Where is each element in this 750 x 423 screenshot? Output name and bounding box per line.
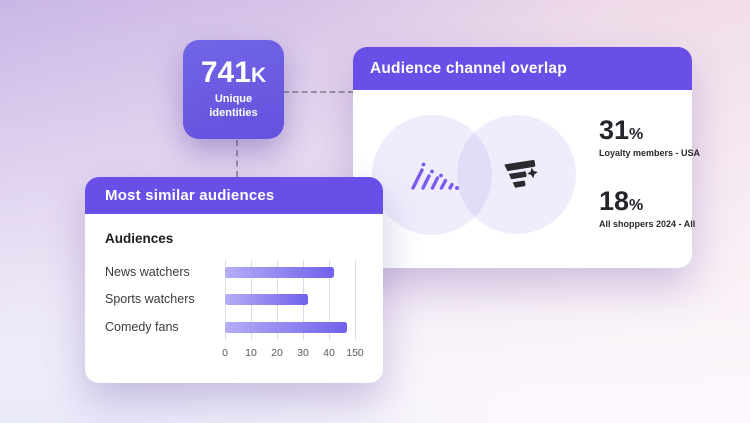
similar-audiences-body: Audiences News watchers Sports watchers … bbox=[85, 214, 383, 383]
stat-loyalty-members: 31% Loyalty members - USA bbox=[599, 117, 701, 159]
dashed-triangle-brand-logo-icon bbox=[411, 162, 459, 190]
unique-identities-label: Unique identities bbox=[209, 93, 258, 119]
stat-unit: % bbox=[629, 197, 644, 214]
e-star-brand-logo-icon bbox=[504, 159, 538, 188]
audience-overlap-title: Audience channel overlap bbox=[370, 59, 567, 77]
bar-comedy-fans bbox=[225, 322, 347, 333]
gridline bbox=[329, 260, 330, 340]
stat-label: Loyalty members - USA bbox=[599, 148, 701, 158]
x-tick: 20 bbox=[271, 347, 283, 359]
bar-news-watchers bbox=[225, 267, 334, 278]
stat-value: 18% bbox=[599, 188, 689, 215]
x-tick: 0 bbox=[222, 347, 228, 359]
stat-number: 18 bbox=[599, 186, 630, 216]
stat-label: All shoppers 2024 - All bbox=[599, 219, 696, 229]
x-tick: 150 bbox=[346, 347, 364, 359]
identity-number: 741 bbox=[200, 56, 251, 90]
stat-value: 31% bbox=[599, 117, 689, 144]
audiences-section-label: Audiences bbox=[105, 231, 174, 246]
venn-diagram-area: 31% Loyalty members - USA 18% All shoppe… bbox=[353, 90, 701, 268]
venn-circle-left bbox=[372, 115, 492, 235]
bar-label-news: News watchers bbox=[105, 265, 190, 279]
horizontal-dashed-connector bbox=[283, 91, 354, 93]
similar-audiences-card: Most similar audiences Audiences News wa… bbox=[85, 177, 383, 383]
identity-unit: K bbox=[250, 64, 267, 88]
overlap-stats: 31% Loyalty members - USA 18% All shoppe… bbox=[599, 117, 701, 230]
stat-unit: % bbox=[629, 126, 644, 143]
audience-overlap-card: Audience channel overlap bbox=[353, 47, 701, 268]
bar-label-sports: Sports watchers bbox=[105, 292, 195, 306]
x-tick: 10 bbox=[245, 347, 257, 359]
audience-overlap-card-header: Audience channel overlap bbox=[353, 47, 692, 90]
unique-identities-card: 741K Unique identities bbox=[183, 40, 284, 139]
vertical-dashed-connector bbox=[236, 140, 238, 177]
stat-number: 31 bbox=[599, 115, 630, 145]
x-tick: 40 bbox=[323, 347, 335, 359]
similar-audiences-card-header: Most similar audiences bbox=[85, 177, 383, 214]
similar-audiences-bar-chart: News watchers Sports watchers Comedy fan… bbox=[85, 259, 383, 379]
bar-label-comedy: Comedy fans bbox=[105, 320, 179, 334]
gridline bbox=[355, 260, 356, 340]
similar-audiences-title: Most similar audiences bbox=[105, 187, 275, 204]
bar-sports-watchers bbox=[225, 294, 308, 305]
unique-identities-value: 741K bbox=[183, 58, 284, 88]
stat-all-shoppers: 18% All shoppers 2024 - All bbox=[599, 188, 696, 230]
x-tick: 30 bbox=[297, 347, 309, 359]
